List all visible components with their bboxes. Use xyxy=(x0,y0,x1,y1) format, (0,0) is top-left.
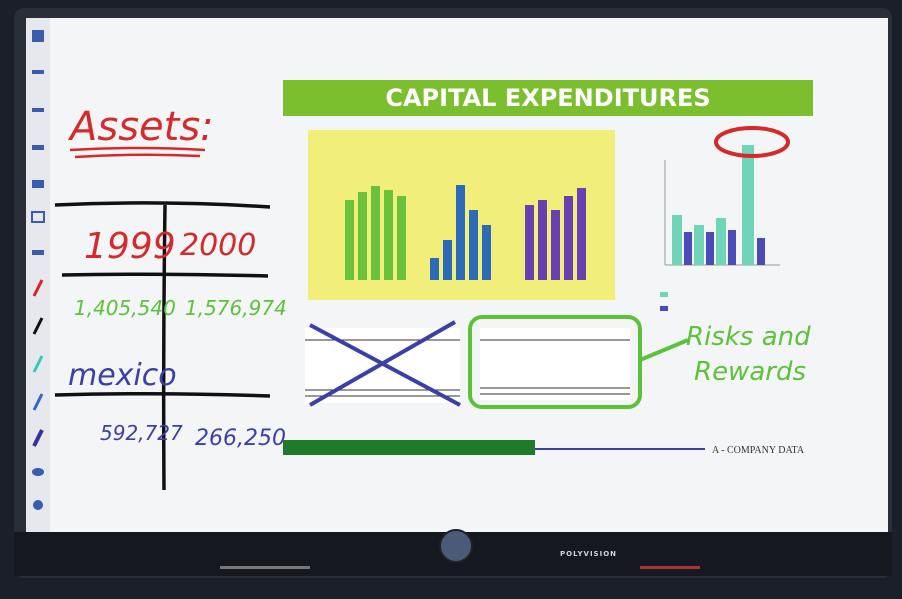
toolbar-icons xyxy=(31,30,45,510)
power-button[interactable] xyxy=(439,529,473,563)
table-box xyxy=(480,328,630,400)
legend-swatch xyxy=(660,292,668,297)
value: 592,727 xyxy=(100,421,183,445)
tray-marker xyxy=(220,566,310,569)
tool-icon[interactable] xyxy=(32,108,44,112)
note: Rewards xyxy=(694,357,806,387)
tool-icon[interactable] xyxy=(32,180,44,188)
slide-header xyxy=(283,80,813,116)
section-label: mexico xyxy=(68,358,177,393)
red-pen[interactable] xyxy=(32,279,44,297)
bar xyxy=(564,196,573,280)
tool-icon[interactable] xyxy=(32,250,44,255)
bar xyxy=(358,192,367,280)
bar xyxy=(443,240,452,280)
tool-icon[interactable] xyxy=(31,211,45,223)
footer-bar xyxy=(283,440,535,455)
bar xyxy=(728,230,736,265)
tool-icon[interactable] xyxy=(32,30,44,42)
year-label: 2000 xyxy=(180,228,256,263)
mini-chart xyxy=(345,185,586,280)
footer-text: A - COMPANY DATA xyxy=(712,445,805,456)
tool-icon[interactable] xyxy=(32,70,44,74)
table-line xyxy=(161,204,167,491)
teal-pen[interactable] xyxy=(32,355,44,373)
value: 1,576,974 xyxy=(185,296,287,320)
bar xyxy=(551,210,560,280)
note: Risks and xyxy=(686,322,811,352)
table-line xyxy=(54,391,271,398)
bar xyxy=(757,238,765,265)
bar xyxy=(577,188,586,280)
bar xyxy=(469,210,478,280)
value: 266,250 xyxy=(195,426,286,451)
table-line xyxy=(54,201,271,209)
bar xyxy=(742,145,754,265)
tool-icon[interactable] xyxy=(33,500,43,510)
bar xyxy=(456,185,465,280)
slide-title: CAPITAL EXPENDITURES xyxy=(385,84,710,112)
bar xyxy=(430,258,439,280)
bar xyxy=(345,200,354,280)
legend-swatch xyxy=(660,306,668,311)
bar xyxy=(525,205,534,280)
bar xyxy=(694,225,704,265)
blue-pen[interactable] xyxy=(32,393,44,411)
toolbar xyxy=(26,18,50,532)
year-label: 1999 xyxy=(84,226,176,267)
tool-icon[interactable] xyxy=(32,145,44,150)
heading: Assets: xyxy=(67,104,214,150)
underline xyxy=(69,146,206,159)
bar xyxy=(706,232,714,265)
bar xyxy=(716,218,726,265)
highlight-box xyxy=(468,315,642,409)
data-table xyxy=(468,315,689,409)
bar xyxy=(672,215,682,265)
bar xyxy=(684,232,692,265)
pointer-line xyxy=(639,338,689,362)
brand-label: POLYVISION xyxy=(560,550,617,558)
circle-annotation xyxy=(714,126,790,158)
bar xyxy=(538,200,547,280)
value: 1,405,540 xyxy=(74,296,176,320)
black-pen[interactable] xyxy=(32,317,44,335)
data-table xyxy=(305,320,461,407)
eraser[interactable] xyxy=(32,468,44,476)
bar xyxy=(371,186,380,280)
mini-chart xyxy=(660,145,780,311)
tray-marker xyxy=(640,566,700,569)
bar xyxy=(482,225,491,280)
cross-out xyxy=(309,320,461,407)
marker[interactable] xyxy=(32,429,44,447)
bar xyxy=(397,196,406,280)
table-line xyxy=(61,272,269,278)
bar xyxy=(384,190,393,280)
